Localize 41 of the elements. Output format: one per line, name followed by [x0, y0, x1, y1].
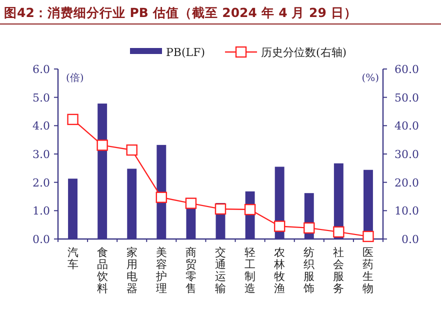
x-tick-label: 交通运输 [215, 246, 226, 295]
x-tick-label: 轻工制造 [244, 246, 256, 295]
point [244, 204, 256, 216]
point [214, 203, 226, 215]
y-tick-label: 6.0 [32, 63, 50, 76]
x-tick-label: 纺织服饰 [302, 246, 315, 295]
x-tick-label: 医药生物 [362, 246, 374, 295]
y-tick-label: 1.0 [32, 204, 50, 218]
x-tick-label: 美容护理 [154, 246, 167, 295]
legend-label: PB(LF) [166, 46, 206, 59]
x-tick-label: 家用电器 [126, 246, 138, 295]
x-tick-label: 农林牧渔 [273, 246, 286, 295]
point [274, 220, 286, 232]
y2-tick-label: 10.0 [394, 204, 419, 218]
legend-label: 历史分位数(右轴) [261, 46, 347, 59]
y2-tick-label: 50.0 [394, 91, 419, 104]
y2-tick-label: 60.0 [394, 63, 419, 76]
point [126, 144, 138, 156]
y-tick-label: 3.0 [32, 148, 50, 161]
x-tick-label: 食品饮料 [96, 246, 108, 295]
y-tick-label: 2.0 [32, 176, 50, 190]
point [185, 198, 197, 209]
y2-tick-label: 20.0 [394, 176, 419, 190]
y2-tick-label: 30.0 [394, 148, 419, 161]
point [67, 114, 78, 126]
x-tick-label: 汽车 [67, 246, 78, 271]
y-tick-label: 4.0 [32, 120, 50, 133]
y-tick-label: 0.0 [32, 233, 50, 246]
x-tick-label: 社会服务 [333, 246, 344, 295]
chart-title: 图42：消费细分行业 PB 估值（截至 2024 年 4 月 29 日） [4, 5, 357, 20]
point [96, 140, 108, 151]
x-tick-label: 商贸零售 [185, 246, 196, 295]
point [304, 222, 315, 234]
y2-tick-label: 0.0 [402, 233, 419, 246]
y-axis-title: (倍) [66, 72, 84, 84]
y2-axis-title: (%) [362, 73, 380, 84]
y-tick-label: 5.0 [32, 91, 50, 104]
point [362, 230, 374, 242]
point [156, 192, 168, 203]
y2-tick-label: 40.0 [394, 120, 419, 133]
point [333, 226, 344, 238]
